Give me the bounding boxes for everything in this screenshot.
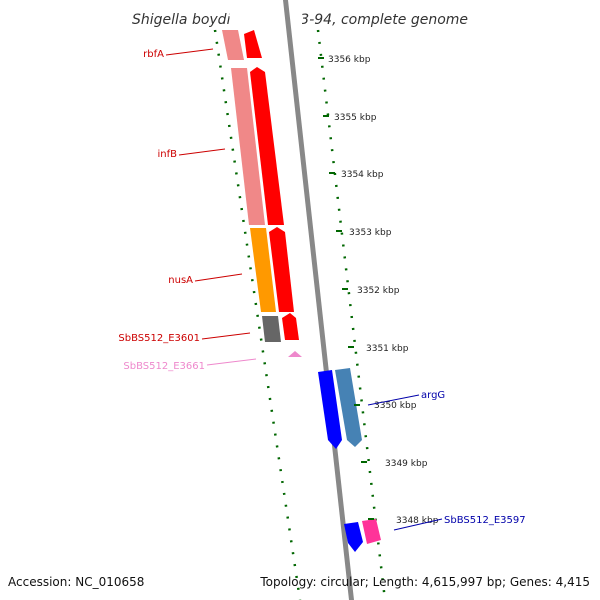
leader-E3601 [201,332,251,340]
gene-block-argG[interactable] [318,370,342,449]
gene-marker-E3661[interactable] [288,351,302,357]
leader-infB [178,148,226,156]
gene-label-argG[interactable]: argG [421,390,445,401]
kbp-label-3351: 3351 kbp [366,344,409,354]
gene-label-nusA[interactable]: nusA [168,275,193,286]
leader-E3597 [393,518,443,531]
backbone-line [283,0,354,600]
leader-nusA [194,273,243,282]
gene-label-E3601[interactable]: SbBS512_E3601 [118,333,200,344]
gene-label-E3597[interactable]: SbBS512_E3597 [444,515,526,526]
gene-arrow-E3601[interactable] [282,313,299,340]
gene-block-rbfA-light[interactable] [222,30,244,60]
kbp-label-3354: 3354 kbp [341,170,384,180]
gene-label-infB[interactable]: infB [158,149,178,160]
gene-block-infB-light[interactable] [231,68,265,225]
leader-E3661 [206,358,257,366]
kbp-label-3352: 3352 kbp [357,286,400,296]
gene-label-rbfA[interactable]: rbfA [143,49,164,60]
accession-text: Accession: NC_010658 [8,575,144,589]
gene-block-argG-steel[interactable] [335,368,362,447]
gene-block-E3601-gray[interactable] [262,316,281,342]
kbp-label-3350: 3350 kbp [374,401,417,411]
gene-arrow-infB[interactable] [250,67,284,225]
gene-block-E3597-blue[interactable] [344,522,363,552]
track-guide-left [213,29,302,600]
kbp-label-3353: 3353 kbp [349,228,392,238]
genome-summary-text: Topology: circular; Length: 4,615,997 bp… [259,575,590,589]
kbp-ticks [318,57,374,520]
gene-arrow-rbfA[interactable] [244,30,262,58]
kbp-label-3355: 3355 kbp [334,113,377,123]
kbp-label-3348: 3348 kbp [396,516,439,526]
gene-block-E3597-pink[interactable] [362,519,381,544]
gene-block-nusA-orange[interactable] [250,228,276,312]
leader-argG [367,394,420,406]
gene-label-E3661[interactable]: SbBS512_E3661 [123,361,205,372]
kbp-label-3356: 3356 kbp [328,55,371,65]
gene-arrow-nusA[interactable] [269,227,294,312]
kbp-label-3349: 3349 kbp [385,459,428,469]
leader-rbfA [165,48,214,56]
